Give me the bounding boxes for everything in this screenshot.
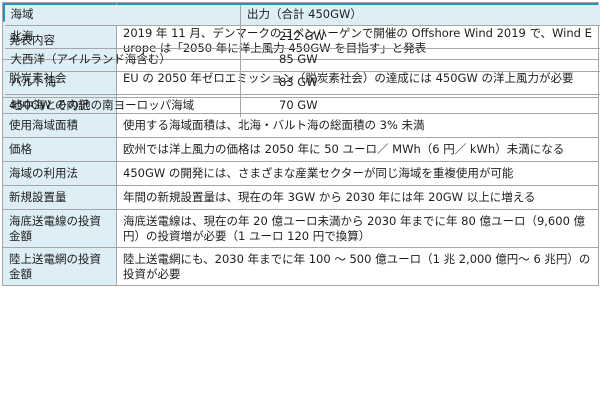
row-label: 陸上送電網の投資金額 bbox=[2, 247, 117, 286]
row-content: 年間の新規設置量は、現在の年 3GW から 2030 年には年 20GW 以上に… bbox=[116, 185, 599, 210]
row-content: 450GW の開発には、さまざまな産業セクターが同じ海域を重複使用が可能 bbox=[116, 161, 599, 186]
breakdown-output: 70 GW bbox=[279, 98, 318, 112]
breakdown-region: 北海 bbox=[4, 25, 241, 49]
table-row: 海域の利用法 450GW の開発には、さまざまな産業セクターが同じ海域を重複使用… bbox=[2, 161, 599, 186]
row-label: 海底送電線の投資金額 bbox=[2, 209, 117, 248]
breakdown-header-region: 海域 bbox=[4, 4, 241, 26]
breakdown-row: 地中海とその他の南ヨーロッパ海域 70 GW bbox=[4, 94, 600, 117]
row-label: 新規設置量 bbox=[2, 185, 117, 210]
table-row: 海底送電線の投資金額 海底送電線は、現在の年 20 億ユーロ未満から 2030 … bbox=[2, 209, 599, 248]
row-label: 価格 bbox=[2, 137, 117, 162]
breakdown-table: 海域 出力（合計 450GW） 北海 212 GW 大西洋（アイルランド海含む）… bbox=[4, 4, 600, 117]
row-content: 欧州では洋上風力の価格は 2050 年に 50 ユーロ／ MWh（6 円／ kW… bbox=[116, 137, 599, 162]
breakdown-region: 大西洋（アイルランド海含む） bbox=[4, 48, 241, 72]
breakdown-row: 北海 212 GW bbox=[4, 25, 600, 49]
wind-europe-table: 項目 内容 発表内容 2019 年 11 月、デンマークのコペンハーゲンで開催の… bbox=[2, 2, 600, 286]
table-row: 新規設置量 年間の新規設置量は、現在の年 3GW から 2030 年には年 20… bbox=[2, 185, 599, 210]
breakdown-output: 85 GW bbox=[240, 48, 600, 72]
breakdown-output: 212 GW bbox=[240, 25, 600, 49]
row-content: 海底送電線は、現在の年 20 億ユーロ未満から 2030 年までに年 80 億ユ… bbox=[116, 209, 599, 248]
row-label: 海域の利用法 bbox=[2, 161, 117, 186]
breakdown-row: 大西洋（アイルランド海含む） 85 GW bbox=[4, 48, 600, 72]
breakdown-cell: 海域 出力（合計 450GW） 北海 212 GW 大西洋（アイルランド海含む）… bbox=[4, 4, 600, 117]
breakdown-region: バルト海 bbox=[4, 71, 241, 95]
breakdown-row: バルト海 83 GW bbox=[4, 71, 600, 95]
row-content: 陸上送電網にも、2030 年までに年 100 ～ 500 億ユーロ（1 兆 2,… bbox=[116, 247, 599, 286]
breakdown-header-row: 海域 出力（合計 450GW） bbox=[4, 4, 600, 26]
breakdown-region: 地中海とその他の南ヨーロッパ海域 bbox=[4, 94, 241, 117]
table-row: 陸上送電網の投資金額 陸上送電網にも、2030 年までに年 100 ～ 500 … bbox=[2, 247, 599, 286]
breakdown-output: 83 GW bbox=[240, 71, 600, 95]
breakdown-header-output: 出力（合計 450GW） bbox=[240, 4, 600, 26]
table-row: 450GW の内訳 海域 出力（合計 450GW） 北海 212 GW 大西洋（… bbox=[2, 4, 600, 117]
table-row: 使用海域面積 使用する海域面積は、北海・バルト海の総面積の 3% 未満 bbox=[2, 113, 599, 138]
row-content: 使用する海域面積は、北海・バルト海の総面積の 3% 未満 bbox=[116, 113, 599, 138]
row-label: 使用海域面積 bbox=[2, 113, 117, 138]
table-row: 価格 欧州では洋上風力の価格は 2050 年に 50 ユーロ／ MWh（6 円／… bbox=[2, 137, 599, 162]
